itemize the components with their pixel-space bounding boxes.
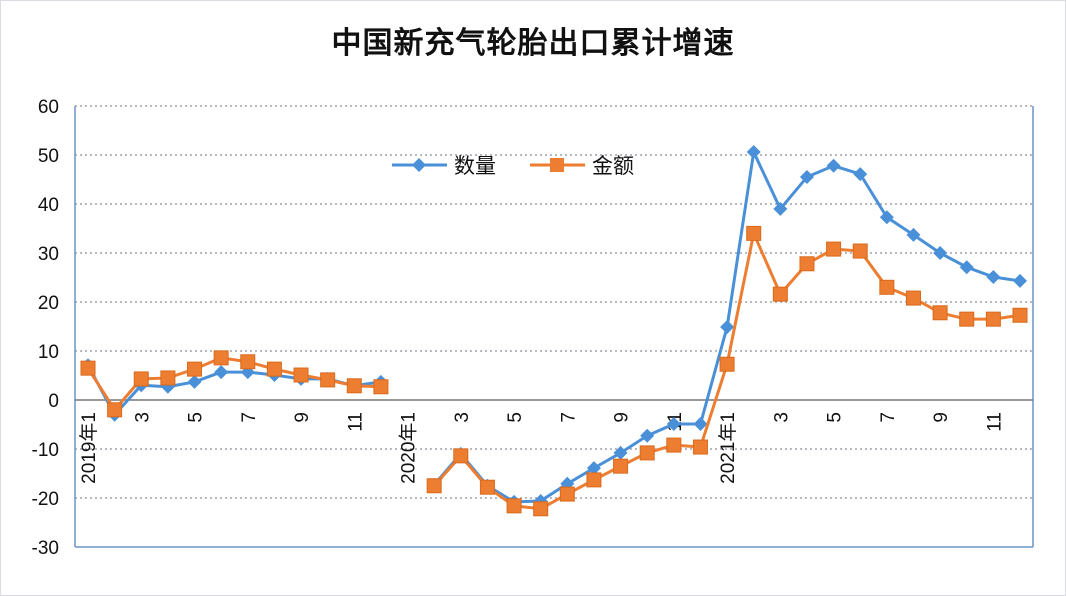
- data-point-square: [107, 402, 123, 418]
- x-tick-label: 2020年1: [398, 412, 420, 484]
- data-point-diamond: [214, 365, 229, 380]
- data-point-square: [80, 360, 96, 376]
- data-point-diamond: [879, 210, 894, 225]
- data-point-square: [213, 350, 229, 366]
- y-tick-label: 10: [38, 342, 59, 363]
- x-tick-label: 5: [825, 412, 846, 423]
- data-point-diamond: [826, 158, 841, 173]
- x-tick-label: 2019年1: [78, 412, 100, 484]
- legend-value: 金额: [530, 154, 634, 178]
- data-point-square: [932, 305, 948, 321]
- x-tick-label: 9: [612, 412, 633, 423]
- data-point-square: [426, 478, 442, 494]
- data-point-square: [852, 243, 868, 259]
- x-tick-label: 11: [984, 412, 1005, 432]
- data-point-diamond: [586, 461, 601, 476]
- data-point-square: [133, 371, 149, 387]
- x-tick-label: 9: [292, 412, 313, 423]
- data-point-square: [692, 439, 708, 455]
- x-tick-label: 9: [931, 412, 952, 423]
- x-tick-label: 7: [878, 412, 899, 423]
- data-point-square: [160, 370, 176, 386]
- data-point-square: [320, 372, 336, 388]
- data-point-square: [293, 367, 309, 383]
- data-point-square: [879, 279, 895, 295]
- data-point-square: [506, 498, 522, 514]
- data-point-square: [826, 241, 842, 257]
- legend-diamond-icon: [412, 158, 426, 172]
- x-tick-label: 11: [345, 412, 366, 432]
- legend: 数量 金额: [392, 154, 634, 178]
- legend-label: 金额: [592, 154, 634, 178]
- data-point-square: [240, 354, 256, 370]
- data-point-square: [613, 458, 629, 474]
- data-point-diamond: [746, 145, 761, 160]
- y-tick-label: 40: [38, 195, 59, 216]
- data-point-square: [639, 445, 655, 461]
- data-point-square: [959, 311, 975, 327]
- x-tick-label: 5: [186, 412, 207, 423]
- data-point-diamond: [640, 428, 655, 443]
- legend-square-icon: [550, 158, 564, 172]
- data-point-square: [985, 311, 1001, 327]
- data-point-square: [373, 379, 389, 395]
- data-point-square: [666, 437, 682, 453]
- data-point-diamond: [773, 201, 788, 216]
- data-point-diamond: [853, 167, 868, 182]
- data-point-diamond: [799, 170, 814, 185]
- data-point-diamond: [187, 374, 202, 389]
- y-tick-label: 30: [38, 244, 59, 265]
- series-quantity: [81, 145, 1027, 509]
- chart-title: 中国新充气轮胎出口累计增速: [331, 26, 735, 61]
- data-point-diamond: [1013, 273, 1027, 288]
- data-point-square: [799, 256, 815, 272]
- data-point-diamond: [959, 260, 974, 275]
- x-tick-label: 7: [239, 412, 260, 423]
- x-tick-label: 3: [132, 412, 153, 423]
- x-tick-label: 7: [558, 412, 579, 423]
- data-point-square: [1012, 307, 1028, 323]
- y-tick-label: -20: [32, 489, 59, 510]
- data-point-square: [746, 225, 762, 241]
- data-point-square: [586, 472, 602, 488]
- y-tick-label: 50: [38, 146, 59, 167]
- data-point-diamond: [986, 270, 1001, 285]
- data-point-square: [559, 486, 575, 502]
- data-point-square: [905, 290, 921, 306]
- data-point-square: [479, 479, 495, 495]
- legend-label: 数量: [454, 154, 496, 178]
- x-tick-label: 3: [771, 412, 792, 423]
- data-point-square: [187, 361, 203, 377]
- data-point-square: [719, 356, 735, 372]
- x-tick-label: 5: [505, 412, 526, 423]
- legend-quantity: 数量: [392, 154, 496, 178]
- y-tick-label: -30: [32, 538, 59, 559]
- data-point-square: [453, 448, 469, 464]
- x-tick-label: 3: [452, 412, 473, 423]
- data-point-square: [772, 286, 788, 302]
- data-point-diamond: [666, 417, 681, 432]
- data-point-square: [266, 361, 282, 377]
- series-line: [86, 356, 381, 412]
- y-tick-label: 0: [48, 391, 59, 412]
- series-value: [80, 225, 1028, 517]
- data-point-square: [533, 501, 549, 517]
- y-tick-label: -10: [32, 440, 59, 461]
- data-point-diamond: [720, 319, 735, 334]
- data-point-diamond: [693, 417, 708, 432]
- data-point-diamond: [613, 445, 628, 460]
- x-tick-label: 2021年1: [717, 412, 739, 484]
- y-tick-label: 60: [38, 97, 59, 118]
- data-point-diamond: [906, 227, 921, 242]
- y-tick-label: 20: [38, 293, 59, 314]
- data-point-square: [346, 378, 362, 394]
- data-point-diamond: [933, 246, 948, 260]
